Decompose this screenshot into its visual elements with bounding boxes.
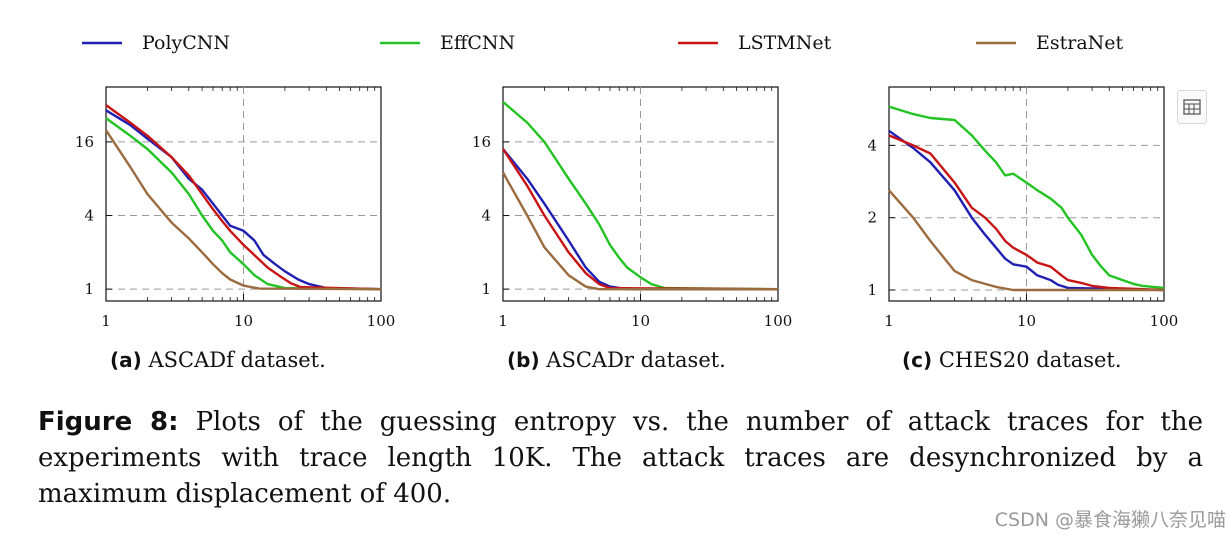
series-line-lstmnet bbox=[888, 134, 1165, 292]
series-line-estranet bbox=[501, 171, 778, 291]
subcaption-c: (c) CHES20 dataset. bbox=[902, 348, 1122, 372]
legend-label-3: EstraNet bbox=[1036, 32, 1124, 54]
x-tick-label-1: 10 bbox=[631, 312, 650, 330]
y-tick-label-0: 1 bbox=[481, 280, 491, 298]
chart-ches20: 1 10 100 1 2 4 bbox=[867, 86, 1179, 330]
y-tick-label-1: 4 bbox=[84, 207, 94, 225]
subcaption-a-tag: (a) bbox=[110, 348, 142, 372]
series-line-lstmnet bbox=[501, 148, 779, 291]
y-tick-label-2: 4 bbox=[867, 136, 877, 154]
y-tick-label-0: 1 bbox=[84, 280, 94, 298]
y-tick-label-1: 2 bbox=[867, 209, 877, 227]
series-line-estranet bbox=[104, 129, 382, 291]
chart-ascadf: 1 10 100 1 4 16 bbox=[75, 86, 396, 330]
y-tick-label-2: 16 bbox=[75, 133, 94, 151]
expand-button[interactable] bbox=[1177, 90, 1207, 124]
subcaption-a-text: ASCADf dataset. bbox=[141, 348, 326, 372]
legend-label-1: EffCNN bbox=[440, 32, 515, 54]
chart-ascadr: 1 10 100 1 4 16 bbox=[472, 86, 793, 330]
x-tick-label-1: 10 bbox=[234, 312, 253, 330]
x-tick-label-0: 1 bbox=[101, 312, 111, 330]
x-tick-label-0: 1 bbox=[884, 312, 894, 330]
subcaption-c-text: CHES20 dataset. bbox=[932, 348, 1122, 372]
y-tick-label-0: 1 bbox=[867, 281, 877, 299]
x-tick-label-2: 100 bbox=[764, 312, 793, 330]
y-tick-label-1: 4 bbox=[481, 207, 491, 225]
x-tick-label-2: 100 bbox=[367, 312, 396, 330]
subcaption-b-text: ASCADr dataset. bbox=[539, 348, 726, 372]
series-line-polycnn bbox=[888, 129, 1165, 292]
figure-label: Figure 8: bbox=[38, 407, 179, 437]
legend-label-0: PolyCNN bbox=[142, 32, 230, 54]
subcaption-b: (b) ASCADr dataset. bbox=[507, 348, 726, 372]
series-line-effcnn bbox=[105, 117, 382, 291]
subcaption-b-tag: (b) bbox=[507, 348, 540, 372]
series-line-effcnn bbox=[502, 100, 779, 291]
series-line-estranet bbox=[888, 189, 1164, 292]
legend-label-2: LSTMNet bbox=[738, 32, 832, 54]
subcaption-a: (a) ASCADf dataset. bbox=[110, 348, 326, 372]
series-line-lstmnet bbox=[105, 104, 382, 291]
expand-icon bbox=[1183, 99, 1201, 115]
series-line-effcnn bbox=[888, 105, 1165, 290]
x-tick-label-0: 1 bbox=[498, 312, 508, 330]
watermark: CSDN @暴食海獭八奈见喵 bbox=[994, 509, 1226, 531]
caption-text: Plots of the guessing entropy vs. the nu… bbox=[38, 407, 1203, 509]
x-tick-label-1: 10 bbox=[1017, 312, 1036, 330]
y-tick-label-2: 16 bbox=[472, 133, 491, 151]
x-tick-label-2: 100 bbox=[1150, 312, 1179, 330]
figure-caption: Figure 8: Plots of the guessing entropy … bbox=[38, 404, 1203, 512]
subcaption-c-tag: (c) bbox=[902, 348, 933, 372]
legend: PolyCNN EffCNN LSTMNet EstraNet bbox=[82, 32, 1124, 54]
figure-plots: PolyCNN EffCNN LSTMNet EstraNet 1 10 1001416 … bbox=[75, 32, 1179, 330]
